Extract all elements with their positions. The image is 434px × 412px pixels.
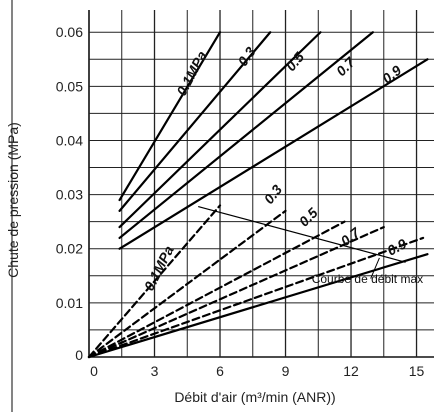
y-tick-label: 0.01 — [56, 295, 83, 311]
series-line-solid-0.9 — [87, 253, 429, 359]
curve-label: 0.7 — [333, 53, 359, 79]
series-line-solid-0.9 — [118, 58, 429, 250]
y-tick-label: 0.05 — [56, 78, 83, 94]
series-line-dashed-0.7 — [87, 225, 385, 359]
annotation-text: Courbe de débit max — [312, 272, 423, 286]
series-layer — [87, 31, 429, 359]
x-tick-label: 9 — [282, 363, 290, 379]
x-tick-label: 12 — [343, 363, 359, 379]
series-line-solid-0.3 — [118, 31, 272, 212]
y-tick-label: 0.02 — [56, 241, 83, 257]
y-axis-label: Chute de pression (MPa) — [5, 122, 21, 278]
series-line-solid-0.5 — [118, 31, 322, 229]
series-line-dashed-0.1MPa — [87, 204, 222, 359]
y-tick-label: 0.06 — [56, 24, 83, 40]
curve-label: 0.3 — [234, 44, 258, 69]
curve-label: 0.5 — [296, 204, 321, 229]
curve-label: 0.3 — [261, 181, 286, 206]
max-flow-curve-line — [198, 205, 406, 263]
series-line-solid-0.7 — [118, 31, 374, 240]
x-tick-label: 6 — [216, 363, 224, 379]
series-line-dashed-0.3 — [87, 209, 287, 359]
y-tick-label: 0.03 — [56, 187, 83, 203]
series-line-solid-0.1MPa — [118, 31, 222, 202]
y-tick-label: 0.04 — [56, 132, 83, 148]
annotation-leader — [370, 257, 380, 279]
tick-layer: 0 3 6 9 12 15 0 0.01 0.02 0.03 0.04 0.05 0.06 — [56, 24, 425, 379]
curve-label: 0.9 — [384, 235, 409, 258]
x-tick-label: 0 — [90, 363, 98, 379]
annotation-layer: Courbe de débit max — [198, 205, 423, 286]
series-line-dashed-0.9 — [87, 236, 425, 359]
x-axis-label: Débit d'air (m³/min (ANR)) — [174, 389, 335, 405]
grid-layer — [11, 0, 434, 412]
y-tick-label: 0 — [75, 347, 83, 363]
x-tick-label: 3 — [151, 363, 159, 379]
series-line-dashed-0.5 — [87, 220, 346, 359]
curve-label: 0.1MPa — [173, 48, 210, 98]
x-tick-label: 15 — [409, 363, 425, 379]
curve-label: 0.9 — [379, 62, 404, 87]
curve-label: 0.1MPa — [141, 243, 177, 293]
